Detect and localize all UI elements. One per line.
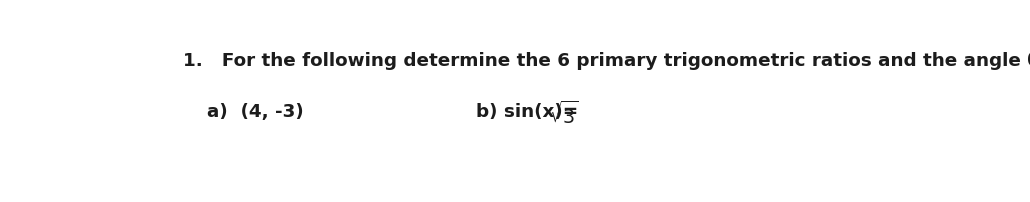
Text: a)  (4, -3): a) (4, -3) (207, 102, 304, 120)
Text: $\sqrt{3}$: $\sqrt{3}$ (549, 100, 579, 127)
Text: 1.   For the following determine the 6 primary trigonometric ratios and the angl: 1. For the following determine the 6 pri… (183, 52, 1030, 70)
Text: b) sin(x)=: b) sin(x)= (476, 102, 585, 120)
